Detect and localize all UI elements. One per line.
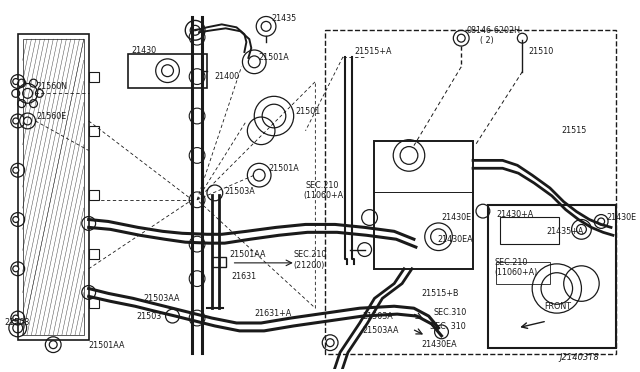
Text: 21503AA: 21503AA xyxy=(143,294,179,303)
Circle shape xyxy=(24,117,31,125)
Text: 21430+A: 21430+A xyxy=(497,210,534,219)
Circle shape xyxy=(457,34,465,42)
Bar xyxy=(89,72,99,81)
Bar xyxy=(212,257,226,267)
Bar xyxy=(374,141,473,269)
Text: 21501AA: 21501AA xyxy=(89,341,125,350)
Text: 21430E: 21430E xyxy=(606,213,636,222)
Text: 21501A: 21501A xyxy=(258,54,289,62)
Text: 08146-6202H: 08146-6202H xyxy=(466,26,520,35)
Text: SEC. 310: SEC. 310 xyxy=(429,323,465,331)
Circle shape xyxy=(49,341,57,349)
Text: 21503: 21503 xyxy=(136,312,161,321)
Text: 21435+A: 21435+A xyxy=(546,227,583,236)
Text: 21400: 21400 xyxy=(215,72,240,81)
Text: SEC.210: SEC.210 xyxy=(305,180,339,189)
Bar xyxy=(22,39,84,335)
Bar xyxy=(89,190,99,200)
Bar xyxy=(325,30,616,353)
Text: 21503A: 21503A xyxy=(225,187,255,196)
Bar xyxy=(500,217,559,244)
Text: 21430EA: 21430EA xyxy=(422,340,458,349)
Text: 21503A: 21503A xyxy=(363,312,394,321)
Text: (11060+A): (11060+A) xyxy=(303,191,347,201)
Text: SEC.210: SEC.210 xyxy=(495,259,528,267)
Text: 21515+B: 21515+B xyxy=(422,289,460,298)
Bar xyxy=(18,34,89,340)
Text: 21631+A: 21631+A xyxy=(254,309,291,318)
Circle shape xyxy=(598,218,605,225)
Text: J21403T8: J21403T8 xyxy=(559,353,599,362)
Bar xyxy=(128,54,207,89)
Circle shape xyxy=(13,266,19,272)
Text: (11060+A): (11060+A) xyxy=(495,268,538,277)
Text: 21501A: 21501A xyxy=(268,164,299,173)
Text: ( 2): ( 2) xyxy=(480,36,493,45)
Bar xyxy=(89,126,99,136)
Bar xyxy=(496,262,550,283)
Text: 21631: 21631 xyxy=(232,272,257,281)
Bar xyxy=(89,249,99,259)
Text: 21510: 21510 xyxy=(528,48,554,57)
Text: SEC.310: SEC.310 xyxy=(434,308,467,317)
Text: 21560N: 21560N xyxy=(36,82,68,91)
Text: 21560E: 21560E xyxy=(36,112,67,121)
Circle shape xyxy=(13,118,19,124)
Circle shape xyxy=(13,78,19,84)
Text: 21435: 21435 xyxy=(271,14,296,23)
Text: FRONT: FRONT xyxy=(544,302,571,311)
Text: 21501: 21501 xyxy=(296,107,321,116)
Circle shape xyxy=(13,167,19,173)
Text: 21501AA: 21501AA xyxy=(230,250,266,259)
Bar xyxy=(488,205,616,347)
Bar xyxy=(89,298,99,308)
Text: 21430EA: 21430EA xyxy=(438,235,473,244)
Text: 21503AA: 21503AA xyxy=(363,326,399,336)
Text: 21430E: 21430E xyxy=(442,213,472,222)
Text: 21515+A: 21515+A xyxy=(355,48,392,57)
Text: 21430: 21430 xyxy=(131,46,156,55)
Text: (21200): (21200) xyxy=(294,261,325,270)
Circle shape xyxy=(13,217,19,222)
Text: 21508: 21508 xyxy=(4,317,29,327)
Circle shape xyxy=(13,315,19,321)
Text: 21515: 21515 xyxy=(562,126,587,135)
Text: SEC.210: SEC.210 xyxy=(294,250,327,260)
